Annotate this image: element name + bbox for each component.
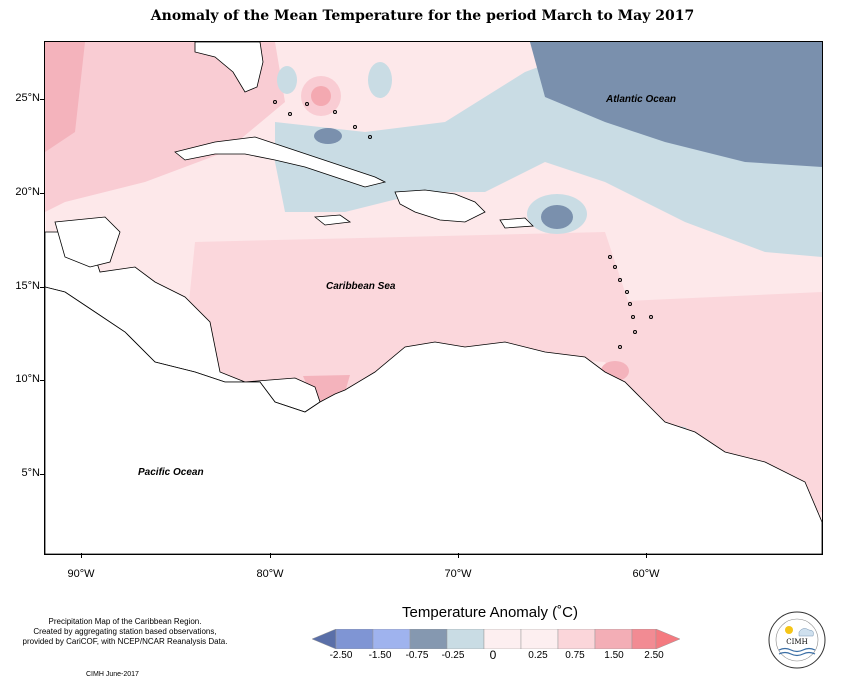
lon-tick-90 bbox=[81, 553, 82, 558]
lon-tick-70 bbox=[458, 553, 459, 558]
anomaly-spot-pr-inner bbox=[541, 205, 573, 229]
anomaly-spot-bahamas-east bbox=[368, 62, 392, 98]
lon-label-80: 80°W bbox=[256, 568, 284, 580]
anomaly-spot-bahamas-pink-core bbox=[311, 86, 331, 106]
anomaly-spot-bahamas-west bbox=[277, 66, 297, 94]
legend-swatch-min bbox=[312, 629, 337, 649]
legend-swatch-4 bbox=[446, 629, 485, 649]
lat-label-15: 15°N bbox=[15, 280, 40, 292]
legend-swatch-6 bbox=[520, 629, 559, 649]
lat-label-5: 5°N bbox=[21, 467, 40, 479]
anomaly-positive-northwest-strong bbox=[45, 42, 85, 152]
land-lesser-antilles bbox=[608, 255, 653, 349]
sun-icon bbox=[785, 626, 793, 634]
lat-tick-15 bbox=[40, 287, 44, 288]
legend-swatch-7 bbox=[557, 629, 596, 649]
legend-swatch-8 bbox=[594, 629, 633, 649]
footnote-line-2: Created by aggregating station based obs… bbox=[33, 627, 217, 636]
legend-swatch-3 bbox=[409, 629, 448, 649]
land-yucatan bbox=[54, 216, 121, 268]
footnote-line-1: Precipitation Map of the Caribbean Regio… bbox=[48, 617, 202, 626]
temperature-anomaly-map bbox=[44, 41, 823, 555]
land-hispaniola bbox=[394, 189, 486, 223]
land-cuba bbox=[174, 136, 387, 188]
legend-tick-label: -1.50 bbox=[368, 650, 392, 661]
lat-tick-10 bbox=[40, 380, 44, 381]
lon-label-60: 60°W bbox=[632, 568, 660, 580]
land-jamaica bbox=[313, 214, 352, 226]
legend-tick-label: 1.50 bbox=[604, 650, 624, 661]
legend-tick-label: 0.75 bbox=[565, 650, 585, 661]
map-title: Anomaly of the Mean Temperature for the … bbox=[150, 8, 695, 24]
footnote: Precipitation Map of the Caribbean Regio… bbox=[10, 617, 240, 647]
lat-label-20: 20°N bbox=[15, 186, 40, 198]
land-bahamas bbox=[273, 100, 372, 139]
lat-tick-25 bbox=[40, 99, 44, 100]
label-caribbean-sea: Caribbean Sea bbox=[326, 281, 396, 292]
anomaly-spot-cuba bbox=[314, 128, 342, 144]
land-florida bbox=[194, 42, 264, 93]
lat-label-25: 25°N bbox=[15, 92, 40, 104]
legend-tick-label: 0.25 bbox=[528, 650, 548, 661]
lon-label-70: 70°W bbox=[444, 568, 472, 580]
legend-tick-label: 2.50 bbox=[644, 650, 664, 661]
legend-tick-label: -0.75 bbox=[405, 650, 429, 661]
anomaly-positive-northwest bbox=[45, 42, 285, 212]
legend-tick-label: -2.50 bbox=[329, 650, 353, 661]
legend-swatch-1 bbox=[335, 629, 374, 649]
label-atlantic-ocean: Atlantic Ocean bbox=[606, 94, 677, 105]
anomaly-positive-caribbean bbox=[185, 232, 635, 402]
cimh-logo: CIMH bbox=[768, 611, 826, 669]
legend-swatch-2 bbox=[372, 629, 411, 649]
legend-title: Temperature Anomaly (˚C) bbox=[402, 604, 578, 621]
land-south-america bbox=[45, 286, 822, 554]
cloud-icon bbox=[798, 628, 814, 637]
lat-tick-20 bbox=[40, 193, 44, 194]
logo-text: CIMH bbox=[786, 638, 807, 646]
legend-swatch-9 bbox=[631, 629, 657, 649]
lon-label-90: 90°W bbox=[67, 568, 95, 580]
footnote-line-3: provided by CariCOF, with NCEP/NCAR Rean… bbox=[22, 637, 228, 646]
credit-text: CIMH June-2017 bbox=[86, 671, 139, 678]
label-pacific-ocean: Pacific Ocean bbox=[138, 467, 204, 478]
wave-icon bbox=[778, 647, 816, 653]
legend-tick-label: -0.25 bbox=[441, 650, 465, 661]
lon-tick-60 bbox=[646, 553, 647, 558]
lat-tick-5 bbox=[40, 474, 44, 475]
legend-swatch-5 bbox=[483, 629, 522, 649]
lon-tick-80 bbox=[270, 553, 271, 558]
legend-colorbar bbox=[312, 629, 681, 649]
legend-swatch-max bbox=[655, 629, 681, 649]
land-puerto-rico bbox=[499, 217, 534, 229]
map-canvas bbox=[45, 42, 822, 554]
legend-tick-label: 0 bbox=[489, 648, 497, 662]
anomaly-negative-atlantic bbox=[530, 42, 822, 167]
lat-label-10: 10°N bbox=[15, 373, 40, 385]
